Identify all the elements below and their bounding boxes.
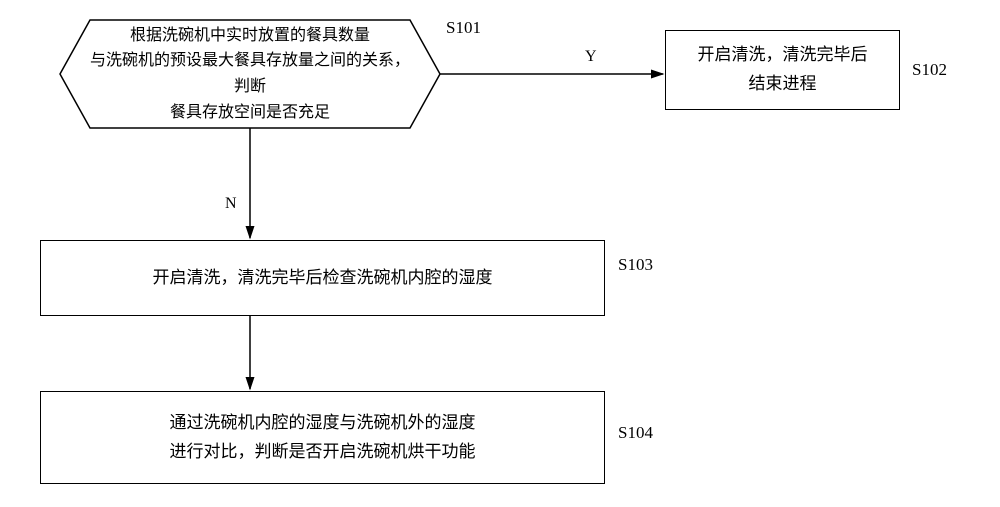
edge-s103-s104 — [0, 0, 1000, 507]
